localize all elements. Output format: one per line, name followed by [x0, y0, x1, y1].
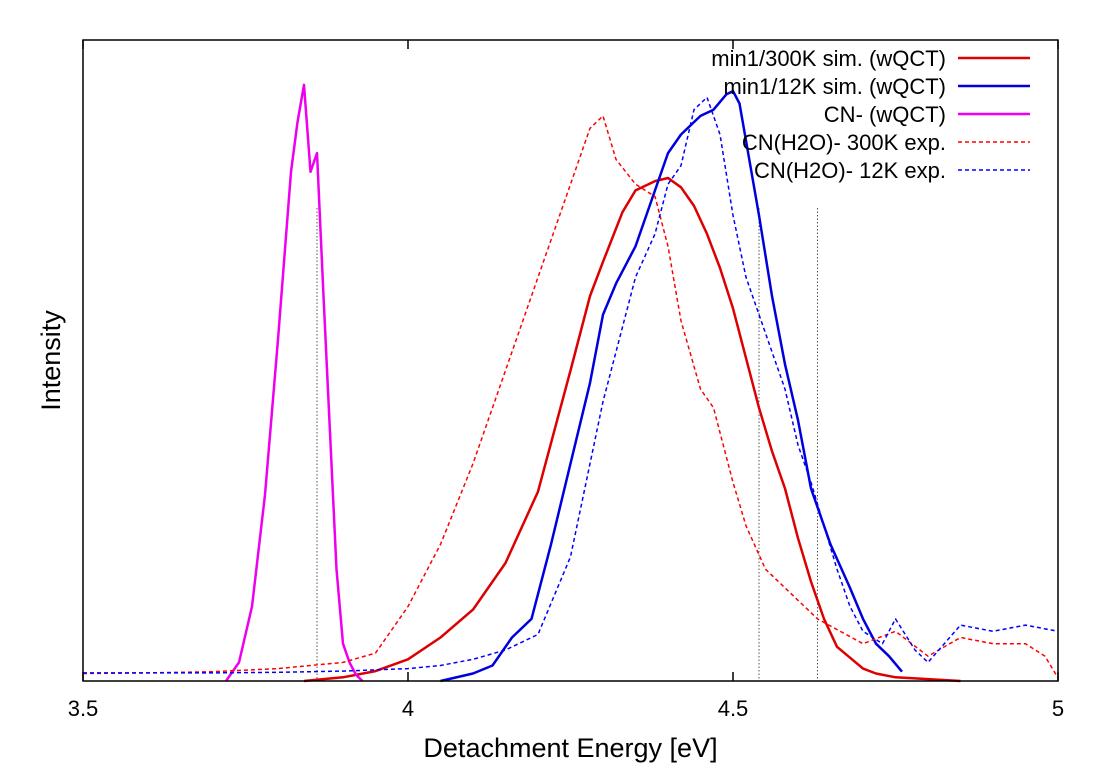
series-line-3 — [82, 115, 1059, 679]
series-line-4 — [83, 96, 1059, 674]
legend: min1/300K sim. (wQCT) min1/12K sim. (wQCT… — [711, 46, 1030, 183]
x-tick-label: 3.5 — [68, 696, 99, 721]
x-axis-label: Detachment Energy [eV] — [423, 733, 717, 763]
x-tick-label: 4.5 — [718, 696, 749, 721]
series-line-0 — [303, 176, 961, 683]
series-layer — [82, 83, 1059, 683]
y-axis-label: Intensity — [36, 310, 66, 411]
legend-label-1: min1/12K sim. (wQCT) — [724, 74, 946, 99]
plot-frame — [82, 39, 1059, 682]
x-tick-label: 4 — [402, 696, 414, 721]
series-line-1 — [440, 89, 903, 683]
legend-label-0: min1/300K sim. (wQCT) — [711, 46, 946, 71]
reference-lines — [316, 208, 818, 681]
x-tick-labels: 3.5 4 4.5 5 — [68, 696, 1064, 721]
legend-label-3: CN(H2O)- 300K exp. — [742, 130, 946, 155]
legend-label-2: CN- (wQCT) — [824, 102, 946, 127]
series-line-2 — [224, 83, 364, 682]
axis-ticks — [82, 40, 1059, 681]
legend-label-4: CN(H2O)- 12K exp. — [754, 158, 946, 183]
x-tick-label: 5 — [1052, 696, 1064, 721]
